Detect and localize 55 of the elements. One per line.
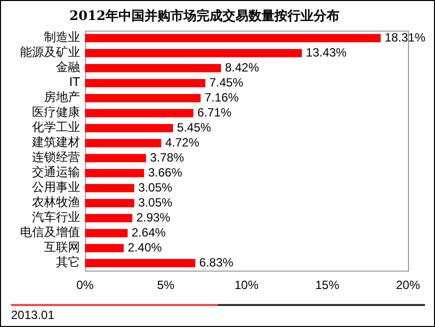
y-tick-label: 汽车行业 <box>32 210 80 224</box>
bar <box>85 228 128 238</box>
data-label: 3.66% <box>148 165 182 180</box>
x-tick-label: 10% <box>234 278 259 292</box>
x-tick-label: 20% <box>396 278 420 292</box>
data-label: 6.83% <box>199 255 234 270</box>
y-tick-label: IT <box>69 75 81 90</box>
data-label: 3.05% <box>138 195 173 210</box>
data-label: 7.16% <box>204 90 239 104</box>
bar <box>85 198 134 208</box>
data-label: 8.42% <box>224 60 260 74</box>
bar <box>85 244 124 252</box>
y-tick-label: 其它 <box>56 255 80 270</box>
data-label: 7.45% <box>209 75 244 90</box>
data-label: 2.40% <box>128 240 162 254</box>
data-label: 5.45% <box>177 120 212 134</box>
bar <box>85 108 194 118</box>
bar <box>85 184 134 192</box>
data-label: 18.31% <box>384 30 426 44</box>
x-tick-label: 15% <box>315 278 340 292</box>
bar <box>85 34 381 42</box>
data-label: 2.64% <box>132 225 166 240</box>
y-tick-label: 互联网 <box>44 240 80 254</box>
data-label: 3.78% <box>150 150 184 164</box>
y-tick-label: 建筑建材 <box>31 135 80 150</box>
y-tick-label: 交通运输 <box>32 165 80 180</box>
bar <box>85 168 144 178</box>
y-tick-label: 医疗健康 <box>32 105 80 120</box>
bar <box>85 154 146 162</box>
x-tick-label: 5% <box>157 278 175 292</box>
bar <box>85 138 162 148</box>
y-tick-label: 房地产 <box>44 90 80 104</box>
y-tick-label: 制造业 <box>44 30 80 44</box>
x-tick-label: 0% <box>76 278 94 292</box>
bar <box>85 94 201 102</box>
data-label: 3.05% <box>138 180 173 194</box>
data-label: 2.93% <box>136 210 171 224</box>
bar <box>85 64 221 72</box>
data-label: 6.71% <box>197 105 232 120</box>
y-tick-label: 能源及矿业 <box>20 45 80 60</box>
chart-title: 2012年中国并购市场完成交易数量按行业分布 <box>69 8 340 24</box>
y-tick-label: 公用事业 <box>32 180 80 194</box>
y-tick-label: 化学工业 <box>32 120 80 134</box>
data-label: 4.72% <box>165 135 200 150</box>
y-tick-label: 农林牧渔 <box>32 195 80 210</box>
y-tick-label: 连锁经营 <box>32 150 80 164</box>
text: 2013.01 <box>11 308 54 322</box>
y-tick-label: 电信及增值 <box>20 225 80 240</box>
y-tick-label: 金融 <box>56 60 80 74</box>
bar <box>85 214 132 222</box>
data-label: 13.43% <box>306 45 347 60</box>
bar <box>85 78 206 88</box>
bar <box>85 124 174 132</box>
bar <box>85 258 196 268</box>
bar <box>85 48 302 58</box>
